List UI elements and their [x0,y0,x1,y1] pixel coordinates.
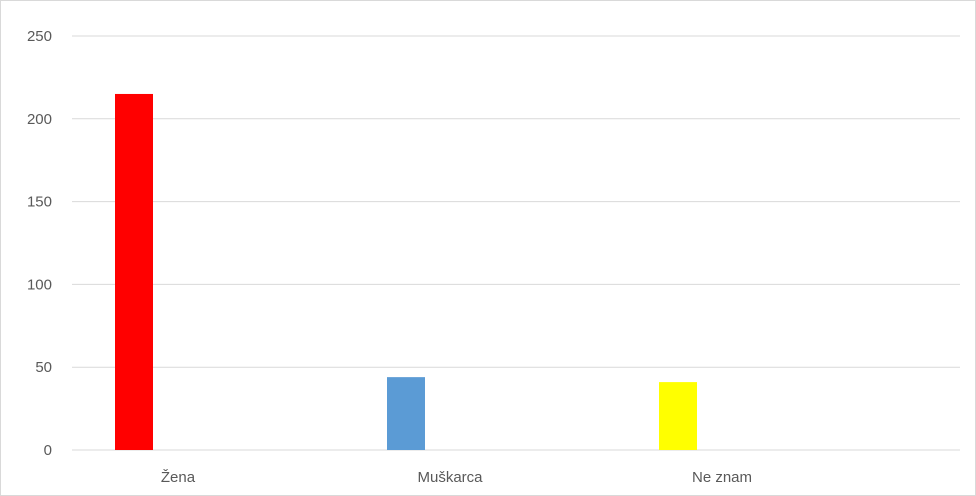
x-category-label: Ne znam [692,469,752,486]
y-tick-label: 200 [27,111,52,128]
y-tick-label: 0 [44,442,52,459]
y-tick-label: 250 [27,28,52,45]
bars [115,93,697,451]
y-tick-label: 50 [35,359,52,376]
x-category-label: Žena [161,469,196,486]
x-category-label: Muškarca [417,469,483,486]
bar-2 [659,382,697,450]
y-axis-tick-labels: 0 50 100 150 200 250 [27,28,52,459]
bar-1 [387,377,425,450]
y-tick-label: 100 [27,276,52,293]
gridlines [72,35,960,451]
x-axis-category-labels: Žena Muškarca Ne znam [161,469,752,486]
bar-0 [115,93,153,451]
y-tick-label: 150 [27,194,52,211]
